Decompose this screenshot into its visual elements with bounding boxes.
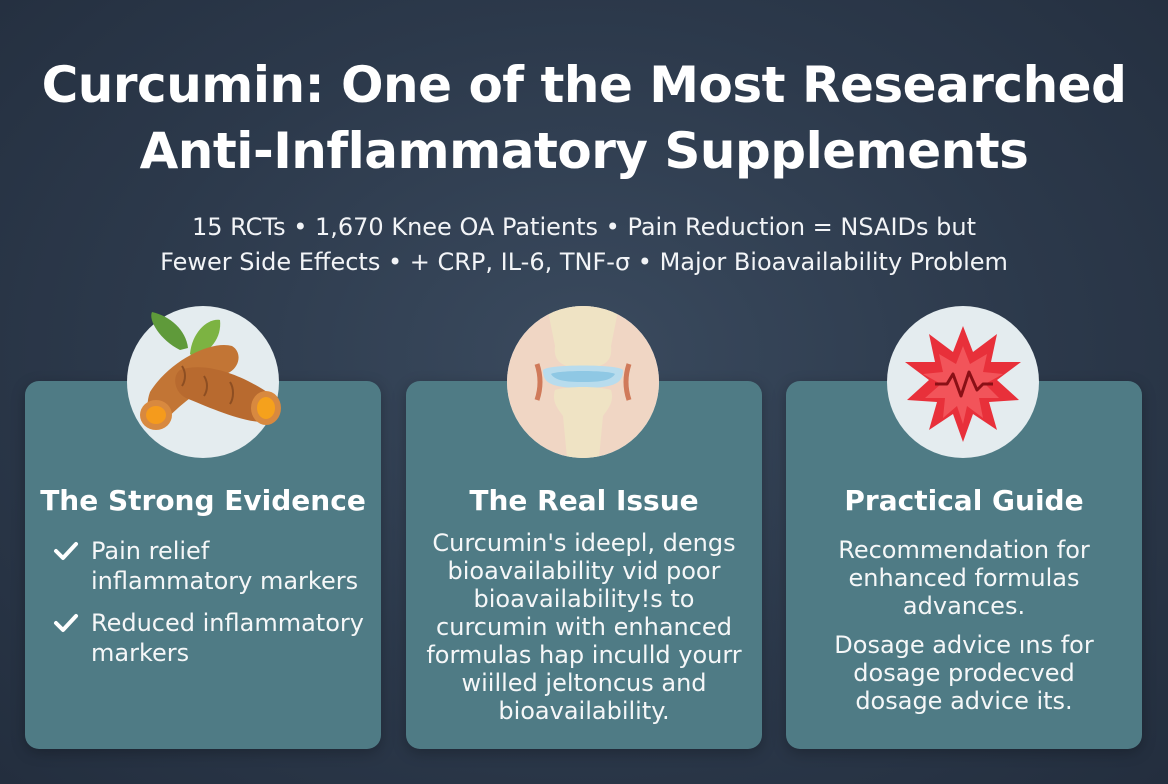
subtitle-line-1: 15 RCTs • 1,670 Knee OA Patients • Pain …	[191, 213, 976, 241]
turmeric-root-icon	[140, 312, 281, 430]
card-body-text: Dosage advice ıns for dosage prodecved d…	[834, 631, 1094, 715]
page-subtitle: 15 RCTs • 1,670 Knee OA Patients • Pain …	[0, 210, 1168, 280]
list-item-text: Reduced inflammatory markers	[91, 609, 364, 667]
evidence-list: Pain relief inflammatory markers Reduced…	[51, 536, 371, 680]
checkmark-icon	[54, 542, 78, 560]
subtitle-line-2: Fewer Side Effects • + CRP, IL-6, TNF-σ …	[160, 248, 1008, 276]
icon-circle	[507, 306, 659, 458]
knee-joint-icon	[507, 306, 659, 458]
title-line-2: Anti-Inflammatory Supplements	[139, 122, 1029, 180]
card-title: The Strong Evidence	[40, 484, 366, 517]
title-line-1: Curcumin: One of the Most Researched	[41, 56, 1127, 114]
list-item-text: Pain relief inflammatory markers	[91, 537, 359, 595]
card-title: The Real Issue	[469, 484, 699, 517]
inflammation-burst-icon	[905, 326, 1021, 442]
page-title: Curcumin: One of the Most Researched Ant…	[0, 52, 1168, 184]
checkmark-icon	[54, 614, 78, 632]
card-body-text: Recommendation for enhanced formulas adv…	[838, 536, 1090, 620]
list-item: Pain relief inflammatory markers	[51, 536, 371, 596]
icon-circle	[887, 306, 1039, 458]
card-title: Practical Guide	[844, 484, 1084, 517]
list-item: Reduced inflammatory markers	[51, 608, 371, 668]
card-body-text: Curcumin's ideepl, dengs bioavailability…	[426, 529, 742, 725]
